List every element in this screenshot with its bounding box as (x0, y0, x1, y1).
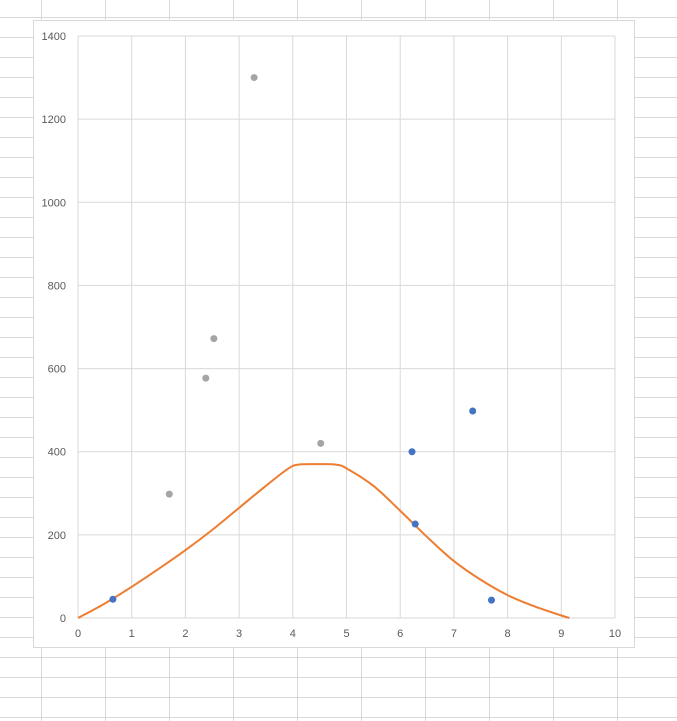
y-tick-label: 0 (60, 613, 66, 625)
data-point (250, 74, 258, 82)
data-point (317, 439, 325, 447)
tick-labels: 0 1 2 3 4 5 6 7 8 9 10 0 200 400 600 800 1000 1200 1400 (42, 31, 622, 640)
x-tick-label: 2 (182, 628, 188, 640)
curve-line (77, 463, 570, 619)
data-point (487, 596, 495, 604)
curve-layer (77, 463, 570, 619)
data-point (411, 520, 419, 528)
chart-area[interactable]: 0 1 2 3 4 5 6 7 8 9 10 0 200 400 600 800 1000 1200 1400 (33, 20, 635, 648)
y-tick-label: 1000 (42, 197, 66, 209)
x-tick-label: 8 (505, 628, 511, 640)
points-layer (109, 74, 495, 604)
x-tick-label: 7 (451, 628, 457, 640)
x-tick-label: 6 (397, 628, 403, 640)
data-point (408, 448, 416, 456)
scatter-chart: 0 1 2 3 4 5 6 7 8 9 10 0 200 400 600 800 1000 1200 1400 (42, 31, 622, 640)
x-tick-label: 3 (236, 628, 242, 640)
x-tick-label: 9 (558, 628, 564, 640)
y-tick-label: 1400 (42, 31, 66, 43)
x-tick-label: 1 (129, 628, 135, 640)
y-tick-label: 800 (48, 280, 66, 292)
x-tick-label: 5 (343, 628, 349, 640)
x-tick-label: 0 (75, 628, 81, 640)
data-point (202, 374, 210, 382)
x-tick-label: 10 (609, 628, 621, 640)
y-tick-label: 200 (48, 530, 66, 542)
data-point (210, 335, 218, 343)
data-point (109, 595, 117, 603)
x-tick-label: 4 (290, 628, 296, 640)
gridlines (77, 35, 616, 619)
y-tick-label: 1200 (42, 114, 66, 126)
y-tick-label: 600 (48, 364, 66, 376)
data-point (469, 407, 477, 415)
data-point (165, 490, 173, 498)
y-tick-label: 400 (48, 447, 66, 459)
